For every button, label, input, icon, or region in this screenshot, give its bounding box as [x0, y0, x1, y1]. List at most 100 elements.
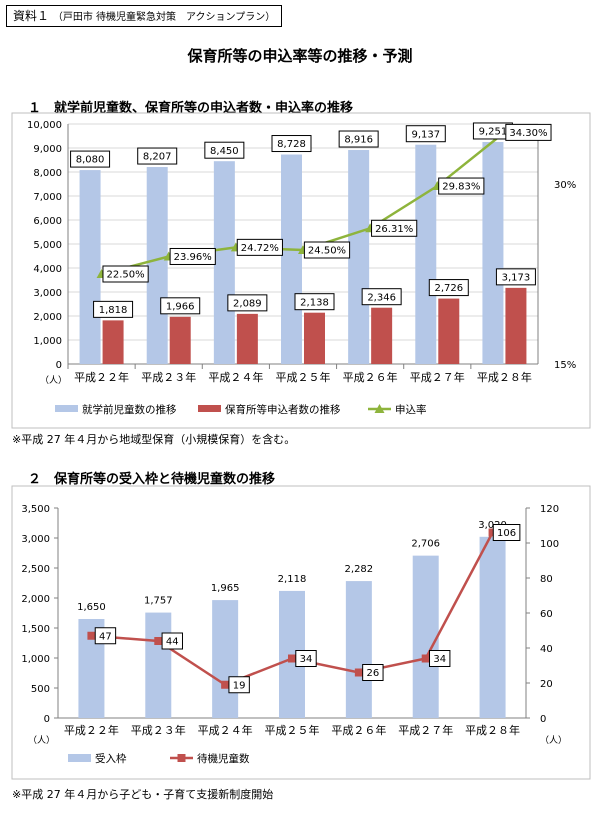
chart1-applicants-label: 2,089 — [233, 298, 262, 309]
chart1-rate-label: 26.31% — [375, 224, 413, 235]
chart1-children-label-box — [70, 150, 111, 168]
chart1-xtick-label: 平成２６年 — [343, 370, 398, 384]
chart2-xtick-label: 平成２３年 — [131, 723, 186, 737]
chart2-waiting-label: 34 — [433, 654, 446, 665]
source-tag-detail: （戸田市 待機児童緊急対策 アクションプラン） — [52, 12, 276, 23]
chart1-applicants-label: 1,966 — [166, 301, 195, 312]
chart1-applicants-label-box — [361, 288, 402, 306]
chart1-xtick-label: 平成２７年 — [410, 370, 465, 384]
chart2-y2tick-label: 20 — [540, 679, 553, 690]
chart2-footnote: ※平成 27 年４月から子ども・子育て支援新制度開始 — [12, 788, 274, 801]
chart1-y2tick-label: 15% — [554, 360, 576, 371]
chart1-footnote: ※平成 27 年４月から地域型保育（小規模保育）を含む。 — [12, 433, 296, 446]
chart1-xtick-label: 平成２３年 — [141, 370, 196, 384]
chart1-rate-label: 34.30% — [509, 128, 547, 139]
chart2-bar-capacity — [412, 555, 439, 718]
chart1-rate-label-box — [169, 247, 216, 265]
chart1-children-label-box — [338, 130, 379, 148]
chart2-waiting-label: 34 — [300, 654, 313, 665]
chart1-bar-applicants — [102, 320, 124, 364]
chart1-y-unit: （人） — [40, 375, 67, 386]
chart2-y-unit: （人） — [28, 735, 55, 746]
chart2-waiting-marker — [354, 668, 363, 677]
chart2-xtick-label: 平成２２年 — [64, 723, 119, 737]
chart1-ytick-label: 7,000 — [33, 192, 62, 203]
chart1-ytick-label: 4,000 — [33, 264, 62, 275]
chart1-children-label-box — [204, 141, 245, 159]
chart2-xtick-label: 平成２８年 — [465, 723, 520, 737]
chart2-waiting-marker — [87, 631, 96, 640]
chart1-applicants-label-box — [495, 268, 536, 286]
chart1-applicants-label: 2,138 — [300, 297, 329, 308]
chart2-xtick-label: 平成２４年 — [198, 723, 253, 737]
chart2-capacity-label: 2,706 — [411, 539, 440, 550]
chart1-applicants-label-box — [227, 294, 268, 312]
chart1-applicants-label: 2,346 — [367, 292, 396, 303]
chart2-capacity-label: 1,650 — [77, 602, 106, 613]
chart1-ytick-label: 6,000 — [33, 216, 62, 227]
chart2-ytick-label: 500 — [31, 684, 50, 695]
chart1-rate-label: 23.96% — [174, 252, 212, 263]
chart2-y2tick-label: 60 — [540, 609, 553, 620]
chart1-bar-applicants — [438, 298, 460, 364]
chart2-y2tick-label: 80 — [540, 574, 553, 585]
chart1-rate-label-box — [303, 241, 351, 259]
chart1-bar-applicants — [505, 287, 527, 364]
chart2-legend-label-waiting: 待機児童数 — [197, 752, 250, 765]
chart2-waiting-marker — [488, 528, 497, 537]
chart1-applicants-label-box — [160, 297, 201, 315]
chart2-xtick-label: 平成２５年 — [265, 723, 320, 737]
chart1-xtick-label: 平成２２年 — [74, 370, 129, 384]
chart1-children-label-box — [137, 147, 178, 165]
chart2-ytick-label: 2,500 — [21, 564, 50, 575]
chart2-legend-marker-waiting — [177, 754, 186, 762]
chart1-legend-swatch-applicants — [198, 405, 221, 412]
chart1-children-label-box — [405, 125, 446, 143]
chart2-y2tick-label: 0 — [540, 714, 546, 725]
chart2-capacity-label: 1,757 — [144, 596, 173, 607]
chart2-waiting-label: 44 — [166, 637, 179, 648]
chart2-ytick-label: 0 — [44, 714, 50, 725]
chart1-rate-label: 29.83% — [442, 182, 480, 193]
section2-title: ２ 保育所等の受入枠と待機児童数の推移 — [28, 472, 276, 487]
chart2-y2-unit: （人） — [540, 735, 567, 746]
chart1-bar-children — [482, 141, 504, 364]
chart2-waiting-marker — [154, 637, 163, 645]
chart1-bar-applicants — [371, 307, 393, 364]
chart2-waiting-label-box — [362, 664, 384, 681]
chart1-applicants-label-box — [93, 300, 134, 318]
chart1-ytick-label: 10,000 — [27, 120, 62, 131]
chart1-ytick-label: 9,000 — [33, 144, 62, 155]
chart1-children-label: 8,728 — [277, 139, 306, 150]
chart2-ytick-label: 2,000 — [21, 594, 50, 605]
section1-title: １ 就学前児童数、保育所等の申込者数・申込率の推移 — [28, 101, 354, 116]
chart2-xtick-label: 平成２６年 — [331, 723, 386, 737]
chart1-xtick-label: 平成２８年 — [477, 370, 532, 384]
chart1-bar-applicants — [169, 316, 191, 364]
source-tag: 資料１ （戸田市 待機児童緊急対策 アクションプラン） — [6, 5, 283, 27]
chart1-bar-children — [415, 144, 437, 364]
chart2-waiting-label: 106 — [497, 528, 516, 539]
chart1-y2tick-label: 30% — [554, 180, 576, 191]
chart1-legend-marker-rate — [374, 404, 385, 413]
chart1-children-label: 8,207 — [143, 152, 172, 163]
chart2-waiting-marker — [421, 654, 430, 663]
chart1-children-label-box — [271, 135, 312, 153]
chart1-rate-label-box — [102, 265, 149, 283]
page-title: 保育所等の申込率等の推移・予測 — [187, 47, 413, 65]
chart1-bar-applicants — [236, 313, 258, 364]
chart1-rate-label: 24.72% — [241, 243, 279, 254]
chart2-capacity-label: 2,118 — [278, 574, 307, 585]
chart2-waiting-label: 26 — [366, 668, 379, 679]
chart1-rate-label-box — [505, 123, 552, 141]
chart1-children-label: 8,080 — [76, 155, 105, 166]
chart2-y2tick-label: 40 — [540, 644, 553, 655]
chart2-bar-capacity — [212, 600, 239, 718]
chart2-waiting-label-box — [161, 632, 183, 650]
chart1-ytick-label: 2,000 — [33, 312, 62, 323]
chart1-ytick-label: 1,000 — [33, 336, 62, 347]
chart2-capacity-label: 2,282 — [345, 564, 374, 575]
chart1-bar-children — [79, 170, 101, 364]
chart1-bar-children — [146, 167, 168, 364]
